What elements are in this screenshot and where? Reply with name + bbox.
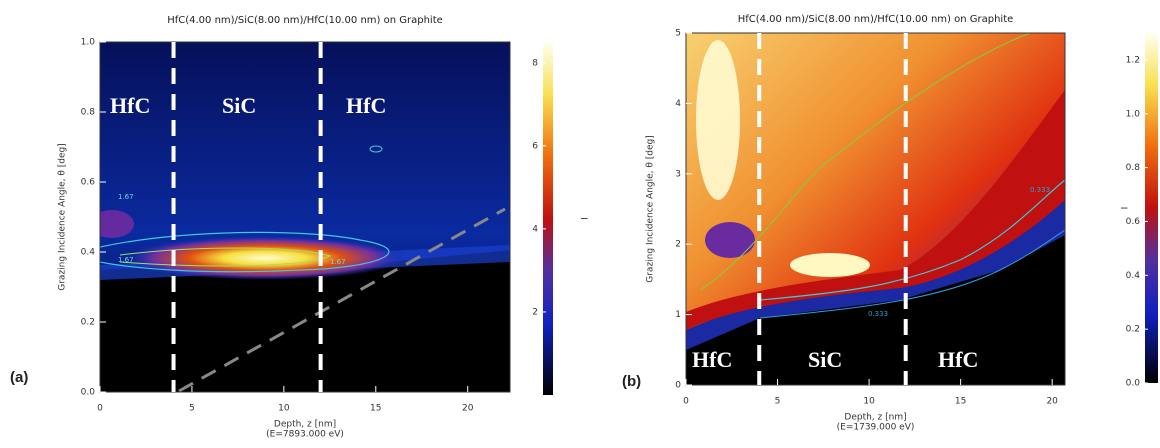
region-label: SiC <box>222 93 256 118</box>
x-tick-label: 0 <box>97 404 103 414</box>
region-label: HfC <box>346 93 386 118</box>
contour-label: 1.67 <box>118 256 134 264</box>
region-label: HfC <box>692 347 732 372</box>
x-tick-label: 10 <box>278 404 290 414</box>
colorbar-tick-label: 1.2 <box>1126 55 1140 65</box>
region-label: SiC <box>808 347 842 372</box>
contour-label: 0.333 <box>868 310 888 318</box>
heatmap-a <box>100 42 510 392</box>
chart-title: HfC(4.00 nm)/SiC(8.00 nm)/HfC(10.00 nm) … <box>738 14 1014 25</box>
colorbar-tick-label: 0.8 <box>1126 163 1141 173</box>
colorbar-tick-label: 6 <box>532 141 538 151</box>
y-tick-label: 0.4 <box>81 248 96 258</box>
colorbar-label: I <box>581 217 591 220</box>
colorbar-tick-label: 0.6 <box>1126 217 1141 227</box>
colorbar-tick-label: 0.2 <box>1126 325 1140 335</box>
colorbar-tick-label: 1.0 <box>1126 109 1141 119</box>
chart-title: HfC(4.00 nm)/SiC(8.00 nm)/HfC(10.00 nm) … <box>167 15 443 26</box>
y-tick-label: 0.8 <box>81 108 96 118</box>
x-tick-label: 15 <box>370 404 381 414</box>
contour-label: 0.333 <box>1030 186 1050 194</box>
y-tick-label: 4 <box>675 99 681 109</box>
x-note: (E=1739.000 eV) <box>837 423 915 433</box>
x-note: (E=7893.000 eV) <box>266 430 344 440</box>
region-label: HfC <box>938 347 978 372</box>
x-axis-label: Depth, z [nm] <box>844 413 906 423</box>
region-label: HfC <box>110 93 150 118</box>
colorbar-tick-label: 2 <box>532 307 538 317</box>
y-tick-label: 0.0 <box>81 388 96 398</box>
plot-frame <box>99 41 511 393</box>
y-tick-label: 3 <box>675 169 681 179</box>
y-tick-label: 5 <box>675 29 681 39</box>
y-tick-label: 1 <box>675 310 681 320</box>
heatmap-b <box>686 33 1065 385</box>
colorbar-a <box>543 42 553 395</box>
x-tick-label: 20 <box>462 404 474 414</box>
contour-label: 1.67 <box>118 193 134 201</box>
panel-label: (a) <box>10 369 28 386</box>
y-tick-label: 0.2 <box>81 318 95 328</box>
colorbar-label: I <box>1121 207 1131 210</box>
plot-frame <box>685 32 1066 386</box>
x-tick-label: 20 <box>1046 397 1058 407</box>
colorbar-tick-label: 8 <box>532 58 538 68</box>
y-tick-label: 0.6 <box>81 178 96 188</box>
x-tick-label: 15 <box>955 397 966 407</box>
colorbar-tick-label: 0.0 <box>1126 379 1141 389</box>
panel-label: (b) <box>622 373 641 390</box>
x-tick-label: 0 <box>683 397 689 407</box>
colorbar-b <box>1145 33 1158 383</box>
guide-line <box>178 207 506 393</box>
x-tick-label: 5 <box>775 397 781 407</box>
x-tick-label: 5 <box>189 404 195 414</box>
y-tick-label: 1.0 <box>81 38 96 48</box>
colorbar-tick-label: 4 <box>532 224 538 234</box>
y-axis-label: Grazing Incidence Angle, θ [deg] <box>58 143 68 291</box>
y-tick-label: 2 <box>675 240 681 250</box>
contour-label: 1.67 <box>330 258 346 266</box>
x-axis-label: Depth, z [nm] <box>274 420 336 430</box>
x-tick-label: 10 <box>863 397 875 407</box>
y-axis-label: Grazing Incidence Angle, θ [deg] <box>646 135 656 283</box>
y-tick-label: 0 <box>675 381 681 391</box>
colorbar-tick-label: 0.4 <box>1126 271 1141 281</box>
